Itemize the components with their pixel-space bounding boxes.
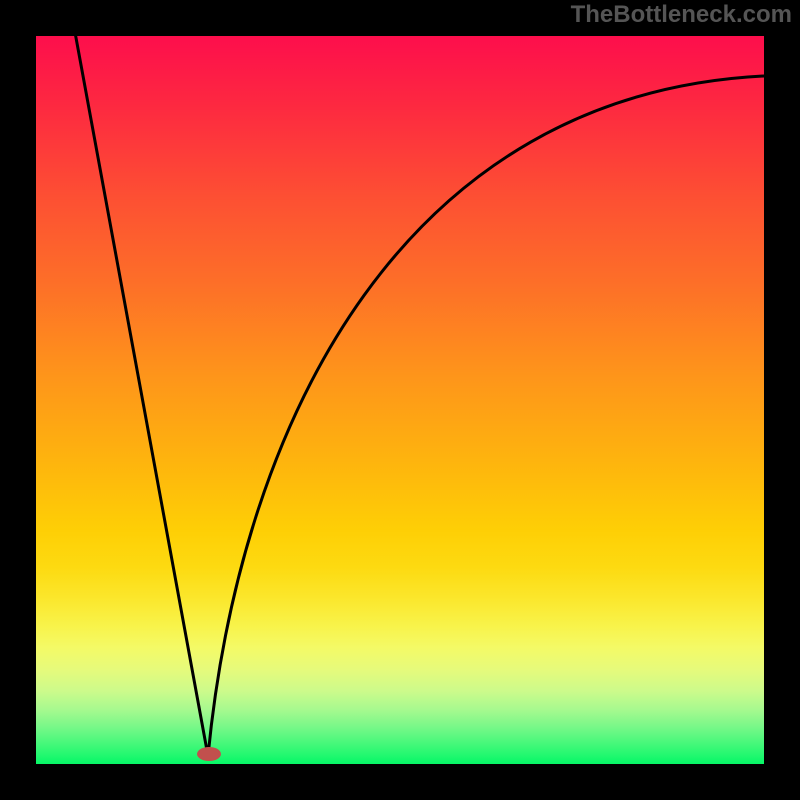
plot-background <box>36 36 764 764</box>
chart-svg <box>0 0 800 800</box>
watermark-text: TheBottleneck.com <box>571 1 792 29</box>
minimum-marker <box>197 747 221 761</box>
chart-container: TheBottleneck.com <box>0 0 800 800</box>
